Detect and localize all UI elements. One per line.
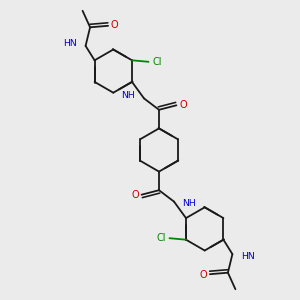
Text: Cl: Cl	[152, 57, 162, 67]
Text: HN: HN	[63, 39, 77, 48]
Text: Cl: Cl	[156, 233, 166, 243]
Text: NH: NH	[182, 200, 196, 208]
Text: O: O	[111, 20, 118, 30]
Text: O: O	[131, 190, 139, 200]
Text: O: O	[200, 270, 207, 280]
Text: O: O	[179, 100, 187, 110]
Text: HN: HN	[241, 252, 255, 261]
Text: NH: NH	[121, 92, 135, 100]
